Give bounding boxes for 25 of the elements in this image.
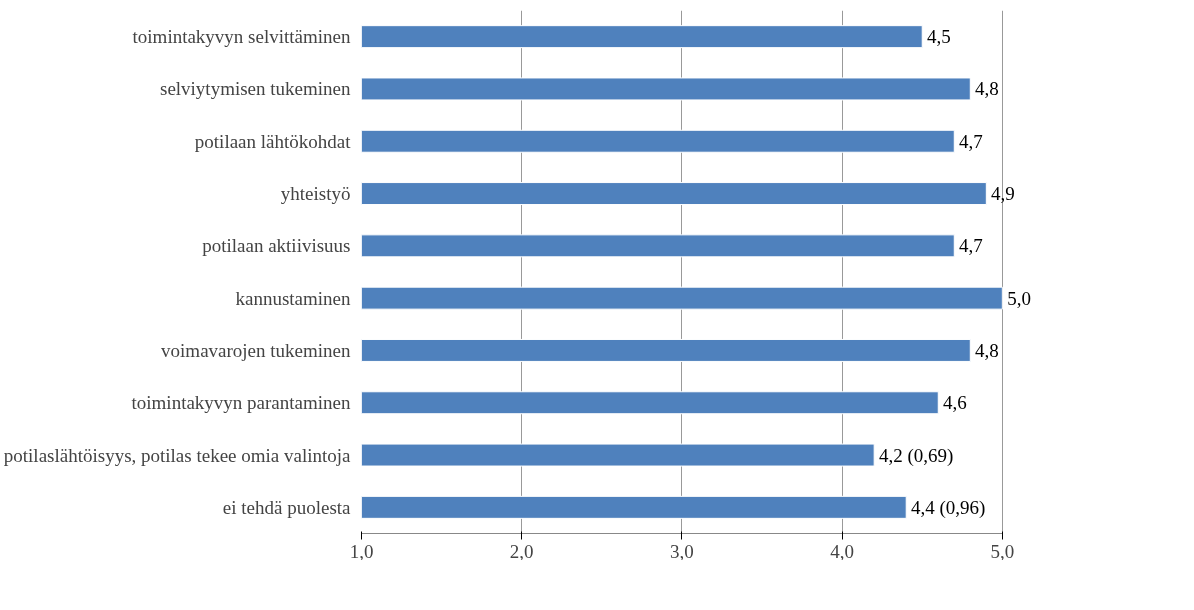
x-tick-label: 4,0	[830, 540, 854, 562]
y-tick-label: yhteistyö	[280, 183, 351, 205]
y-tick-label: kannustaminen	[235, 287, 351, 309]
x-tick-label: 5,0	[990, 540, 1015, 562]
x-tick-label: 2,0	[509, 540, 534, 562]
data-label: 4,9	[991, 183, 1015, 205]
data-label: 4,7	[959, 235, 983, 257]
y-tick-label: ei tehdä puolesta	[222, 496, 352, 518]
y-tick-label: voimavarojen tukeminen	[161, 339, 351, 361]
data-label: 4,5	[927, 26, 951, 48]
y-tick-label: toimintakyvyn selvittäminen	[132, 26, 351, 48]
y-tick-label: toimintakyvyn parantaminen	[131, 392, 351, 414]
y-tick-label: potilaslähtöisyys, potilas tekee omia valintoja	[3, 444, 352, 466]
data-label: 5,0	[1007, 287, 1031, 309]
y-tick-label: selviytymisen tukeminen	[160, 78, 351, 100]
data-label: 4,2 (0,69)	[878, 444, 954, 467]
data-label: 4,4 (0,96)	[911, 496, 986, 519]
data-label: 4,8	[975, 78, 999, 100]
x-tick-label: 3,0	[670, 540, 694, 562]
data-label: 4,6	[943, 392, 967, 414]
x-tick-label: 1,0	[349, 540, 374, 562]
y-tick-label: potilaan lähtökohdat	[194, 130, 352, 152]
data-label: 4,8	[975, 339, 999, 361]
data-label: 4,7	[959, 130, 983, 152]
y-tick-label: potilaan aktiivisuus	[202, 235, 351, 257]
